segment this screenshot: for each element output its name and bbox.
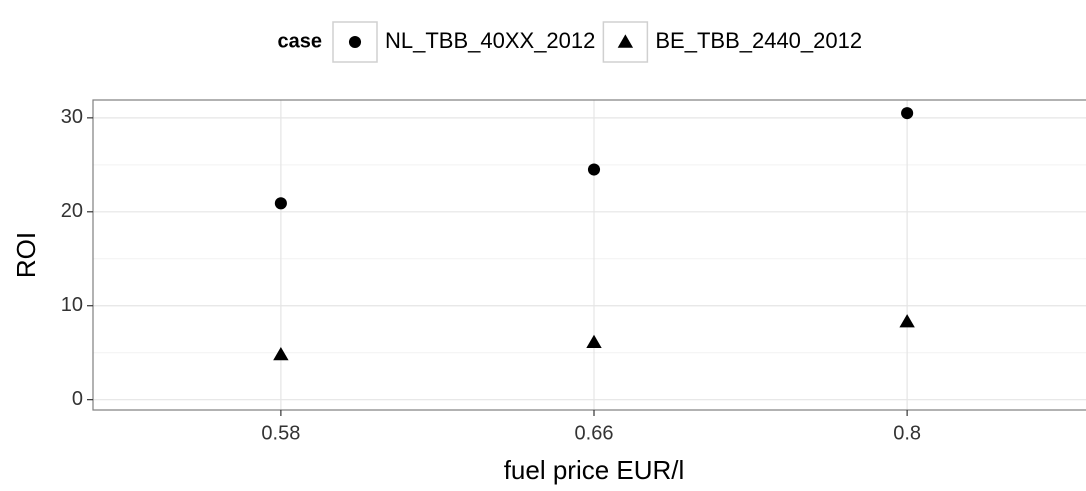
legend: NL_TBB_40XX_2012 BE_TBB_2440_2012	[332, 21, 862, 63]
circle-marker	[901, 107, 914, 120]
marks	[273, 107, 915, 361]
x-tick-label: 0.58	[261, 422, 300, 444]
x-tick-label: 0.66	[575, 422, 614, 444]
y-tick-label: 30	[61, 106, 83, 128]
y-axis-title: ROI	[11, 232, 41, 278]
x-axis-title: fuel price EUR/l	[504, 455, 685, 485]
circle-marker	[587, 163, 601, 176]
y-tick-label: 20	[61, 200, 83, 222]
legend-label: BE_TBB_2440_2012	[655, 28, 862, 53]
grid	[93, 100, 1086, 410]
legend-label: NL_TBB_40XX_2012	[385, 28, 595, 53]
circle-marker	[348, 35, 362, 49]
circle-marker	[274, 197, 287, 210]
legend-title: case	[278, 30, 323, 52]
y-tick-label: 10	[61, 294, 83, 316]
x-tick-label: 0.8	[893, 422, 921, 444]
triangle-marker	[273, 346, 289, 361]
panel	[93, 100, 1086, 410]
triangle-marker	[899, 314, 915, 328]
triangle-marker	[586, 334, 602, 349]
y-tick-label: 0	[72, 388, 83, 410]
triangle-marker	[617, 34, 634, 48]
